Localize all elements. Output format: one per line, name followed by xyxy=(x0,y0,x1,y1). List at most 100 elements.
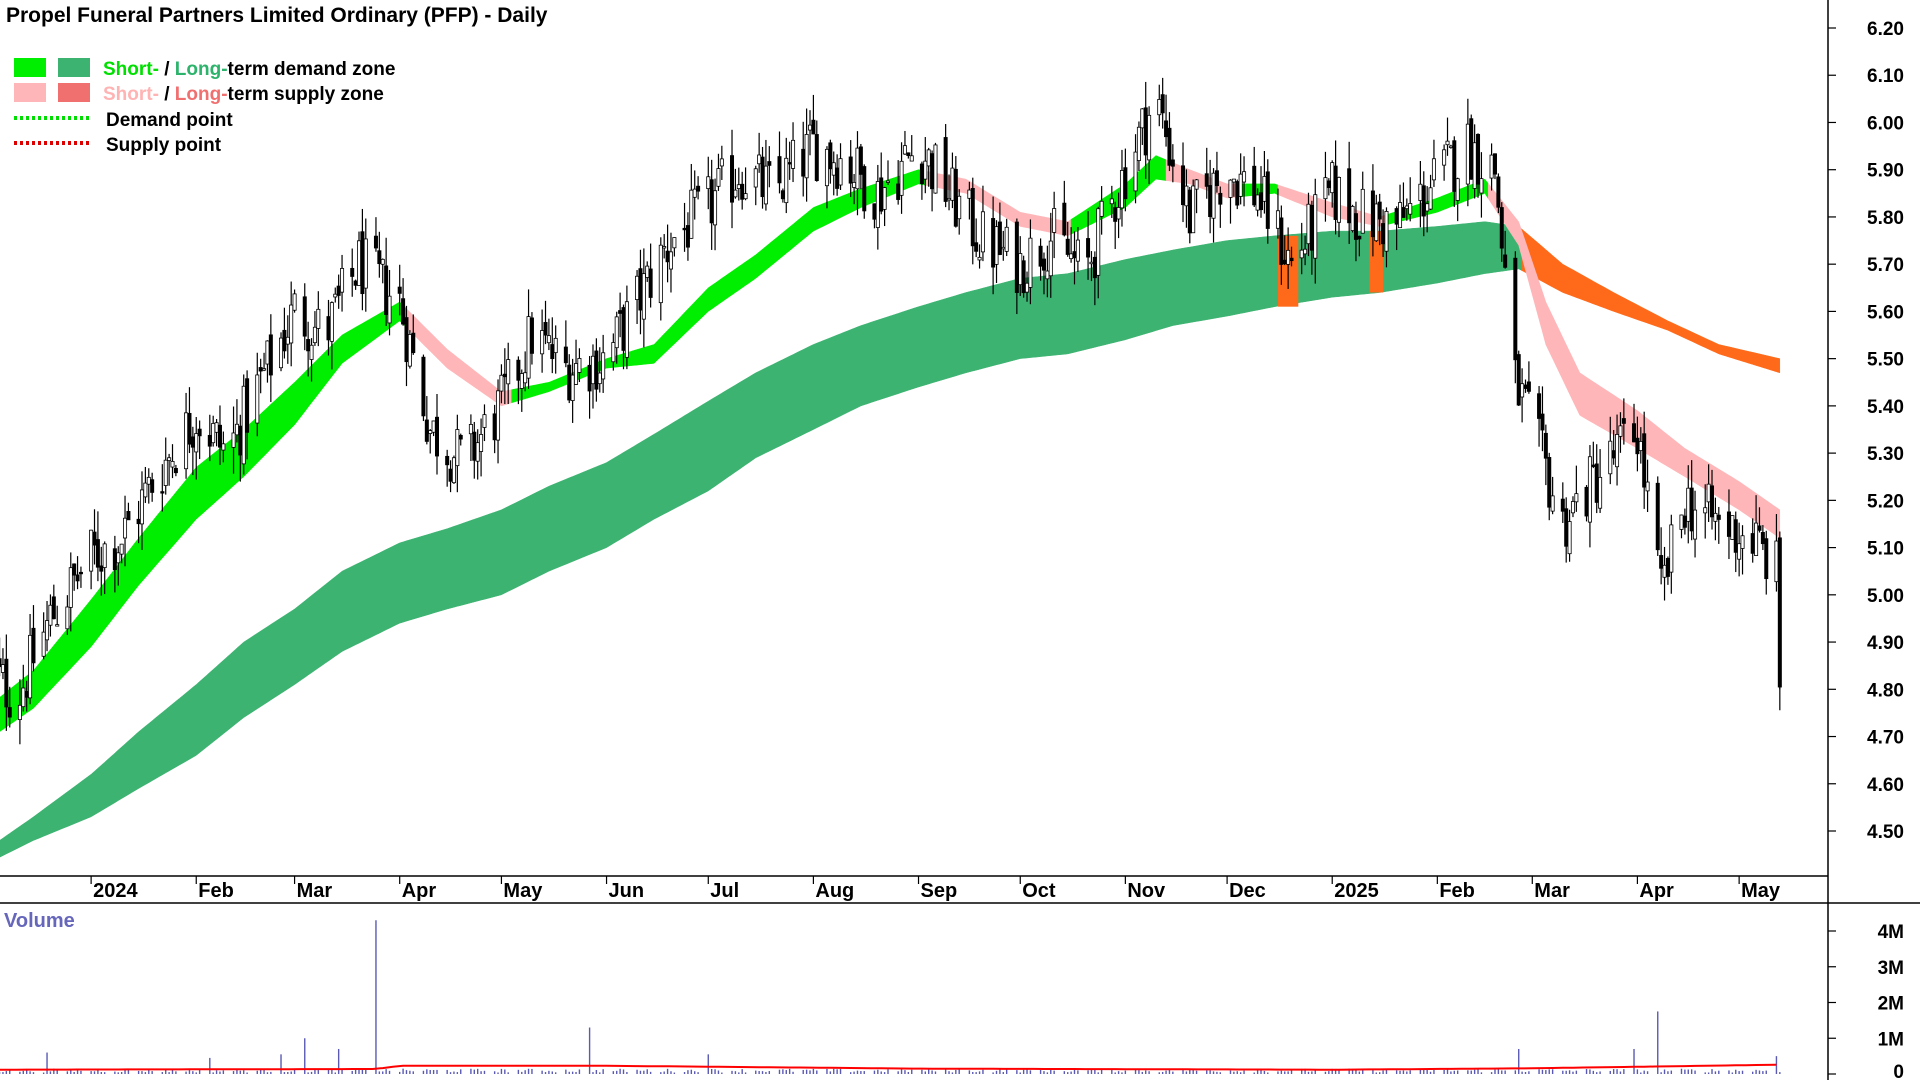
candle xyxy=(363,218,368,312)
candle-body xyxy=(45,620,50,641)
candle-body xyxy=(173,467,178,474)
candle-body xyxy=(1764,538,1769,580)
candle-body xyxy=(95,539,100,568)
candle xyxy=(1574,465,1579,512)
candle xyxy=(828,139,833,184)
candle xyxy=(1632,403,1637,443)
candle-body xyxy=(1286,249,1291,265)
candle xyxy=(48,594,53,637)
candle xyxy=(279,332,284,372)
price-tick-label: 6.10 xyxy=(1867,66,1904,87)
candle xyxy=(1730,515,1735,540)
candle xyxy=(1737,522,1742,577)
candle-body xyxy=(1567,521,1572,555)
candle xyxy=(1360,171,1365,234)
candle-body xyxy=(1381,223,1386,245)
candle-body xyxy=(597,372,602,385)
date-tick-label: Jun xyxy=(609,880,645,902)
candle-body xyxy=(245,378,250,433)
candle xyxy=(1086,211,1091,280)
candle xyxy=(886,160,891,186)
candle-body xyxy=(696,185,701,192)
candle-body xyxy=(740,183,745,200)
candle xyxy=(1587,445,1592,548)
date-tick-label: 2024 xyxy=(93,880,138,902)
candle-body xyxy=(1353,213,1358,240)
candle xyxy=(357,231,362,286)
candle-body xyxy=(7,707,12,718)
candle-body xyxy=(112,548,117,571)
candle xyxy=(89,529,94,590)
volume-tick-label: 4M xyxy=(1878,922,1904,943)
candle xyxy=(526,289,531,389)
candle-body xyxy=(811,119,816,135)
candle-body xyxy=(1313,194,1318,259)
candle-body xyxy=(136,518,141,525)
candle xyxy=(1760,525,1765,551)
candle xyxy=(1374,194,1379,242)
volume-y-ticks: 0 1M 2M 3M 4M xyxy=(1828,922,1904,1080)
candle xyxy=(824,146,829,209)
candle xyxy=(1750,518,1755,563)
candle-body xyxy=(1265,171,1270,229)
candle xyxy=(1754,495,1759,556)
chart-title: Propel Funeral Partners Limited Ordinary… xyxy=(6,4,548,27)
candle-body xyxy=(1693,509,1698,540)
candle xyxy=(1333,140,1338,235)
candle xyxy=(977,244,982,269)
candle xyxy=(499,364,504,404)
candle xyxy=(1584,485,1589,522)
date-tick-label: Apr xyxy=(1639,880,1674,902)
candle-body xyxy=(828,142,833,170)
candle-body xyxy=(1136,126,1141,161)
candle xyxy=(1265,159,1270,244)
candle xyxy=(75,556,80,590)
candle xyxy=(1075,227,1080,272)
candle-body xyxy=(570,374,575,401)
candle-body xyxy=(835,167,840,189)
candle-body xyxy=(167,457,172,461)
candle xyxy=(451,455,456,484)
candle-body xyxy=(1547,457,1552,508)
candle xyxy=(265,340,270,383)
candle xyxy=(1194,178,1199,214)
candle-body xyxy=(590,355,595,385)
candle-body xyxy=(163,459,168,486)
legend-supply-long: Long- xyxy=(175,84,228,105)
candle-body xyxy=(1537,393,1542,419)
candle xyxy=(424,396,429,445)
candle xyxy=(21,664,26,712)
candle-body xyxy=(1062,202,1067,236)
candle xyxy=(45,600,50,652)
candle xyxy=(767,146,772,188)
candle-body xyxy=(685,225,690,248)
candle xyxy=(1703,484,1708,539)
candle-body xyxy=(1740,535,1745,549)
date-tick-label: Sep xyxy=(921,880,958,902)
candle-body xyxy=(89,529,94,572)
candle-body xyxy=(336,285,341,296)
candle xyxy=(1428,174,1433,211)
candle xyxy=(1096,206,1101,299)
candle xyxy=(1567,509,1572,562)
candle xyxy=(1119,149,1124,227)
candle-body xyxy=(1713,512,1718,522)
candle-body xyxy=(1496,176,1501,208)
candle-body xyxy=(458,434,463,440)
price-tick-label: 6.00 xyxy=(1867,113,1904,134)
candle xyxy=(1191,179,1196,234)
candle-body xyxy=(1523,384,1528,389)
candle-body xyxy=(119,543,124,555)
candle-body xyxy=(1160,94,1165,114)
candle xyxy=(1425,186,1430,233)
candle-body xyxy=(1262,176,1267,202)
short-term-zone-band xyxy=(1487,182,1781,539)
candle-body xyxy=(285,336,290,345)
candle xyxy=(1682,508,1687,535)
candle-body xyxy=(1615,434,1620,468)
candle xyxy=(943,124,948,208)
candle-body xyxy=(1716,514,1721,520)
candle xyxy=(879,152,884,215)
candle xyxy=(1757,507,1762,533)
candle-body xyxy=(187,412,192,445)
